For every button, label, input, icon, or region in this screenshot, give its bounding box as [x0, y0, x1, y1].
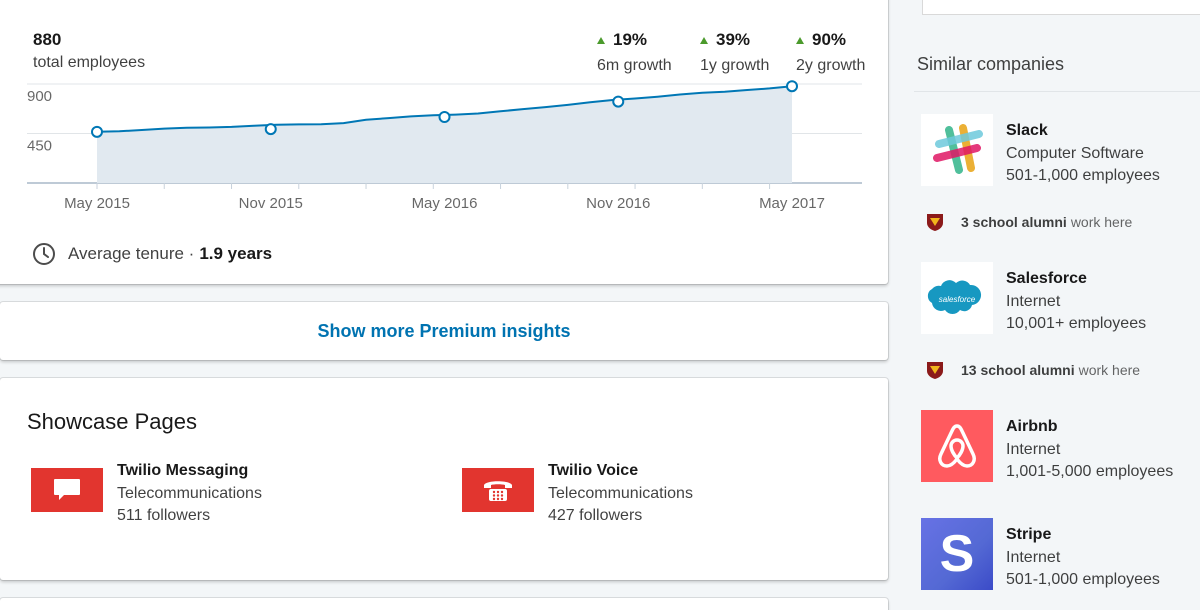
slack-logo[interactable] [921, 114, 993, 186]
chart-x-labels: May 2015 Nov 2015 May 2016 Nov 2016 May 2017 [64, 195, 825, 212]
alumni-suffix: work here [1078, 362, 1141, 378]
growth-2y-value: 90% [812, 30, 847, 49]
chart-points [91, 80, 798, 138]
showcase-pages-card [0, 378, 888, 580]
salesforce-logo[interactable]: salesforce [921, 262, 993, 334]
growth-6m: 19% 6m growth [597, 30, 672, 75]
company-airbnb[interactable]: Airbnb Internet 1,001-5,000 employees [921, 410, 1173, 484]
divider [914, 91, 1200, 92]
company-stripe[interactable]: S Stripe Internet 501-1,000 employees [921, 518, 1160, 592]
showcase-pages-title: Showcase Pages [27, 409, 197, 434]
total-employees-count: 880 [33, 30, 62, 49]
showcase-item-industry: Telecommunications [548, 484, 693, 502]
x-tick-label: Nov 2016 [586, 195, 650, 212]
tenure-label: Average tenure · [68, 244, 195, 263]
right-rail-top-card [922, 0, 1200, 15]
up-arrow-icon [597, 36, 605, 44]
company-slack[interactable]: Slack Computer Software 501-1,000 employ… [921, 114, 1160, 188]
average-tenure: Average tenure · 1.9 years [32, 242, 272, 266]
showcase-item-industry: Telecommunications [117, 484, 262, 502]
premium-insights-card: Show more Premium insights [0, 302, 888, 360]
school-crest-icon [927, 214, 943, 231]
growth-6m-value: 19% [613, 30, 648, 49]
company-size: 10,001+ employees [1006, 315, 1147, 332]
chart-y-labels: 900 450 [27, 88, 52, 155]
next-section-card [0, 598, 888, 610]
airbnb-logo[interactable] [921, 410, 993, 482]
chart-point[interactable] [264, 123, 277, 136]
company-industry: Computer Software [1006, 144, 1144, 162]
stripe-logo[interactable]: S [921, 518, 993, 590]
chat-icon [31, 468, 103, 512]
chart-point[interactable] [612, 95, 625, 108]
growth-1y-label: 1y growth [700, 57, 770, 74]
alumni-suffix: work here [1070, 214, 1133, 230]
alumni-count: 13 school alumni [961, 362, 1075, 378]
phone-icon [462, 468, 534, 512]
stripe-logo-letter: S [939, 525, 975, 583]
showcase-item-twilio-voice[interactable]: Twilio Voice Telecommunications 427 foll… [462, 460, 693, 528]
up-arrow-icon [700, 36, 708, 44]
total-employees-label: total employees [33, 54, 146, 71]
chart-point[interactable] [786, 80, 798, 93]
chart-x-ticks [96, 183, 771, 189]
company-industry: Internet [1006, 292, 1061, 310]
chart-area-fill [97, 86, 792, 183]
y-tick-label: 450 [27, 138, 52, 155]
tenure-value: 1.9 years [199, 244, 273, 263]
x-tick-label: May 2015 [64, 195, 130, 212]
company-industry: Internet [1006, 548, 1061, 566]
show-more-premium-insights-link[interactable]: Show more Premium insights [317, 320, 571, 341]
showcase-item-followers: 427 followers [548, 507, 643, 524]
x-tick-label: Nov 2015 [239, 195, 303, 212]
growth-1y: 39% 1y growth [700, 30, 769, 75]
showcase-item-twilio-messaging[interactable]: Twilio Messaging Telecommunications 511 … [31, 460, 262, 528]
showcase-item-name[interactable]: Twilio Messaging [117, 462, 249, 479]
school-alumni-row[interactable]: 13 school alumni work here [925, 360, 1140, 380]
growth-6m-label: 6m growth [597, 57, 672, 74]
company-name[interactable]: Salesforce [1006, 270, 1087, 287]
up-arrow-icon [796, 36, 804, 44]
school-crest-icon [927, 362, 943, 379]
company-name[interactable]: Stripe [1006, 526, 1052, 543]
chart-point[interactable] [438, 111, 451, 123]
school-alumni-row[interactable]: 3 school alumni work here [925, 212, 1132, 232]
salesforce-logo-text: salesforce [939, 295, 976, 304]
company-size: 501-1,000 employees [1006, 167, 1160, 184]
showcase-item-name[interactable]: Twilio Voice [548, 462, 639, 479]
growth-2y-label: 2y growth [796, 57, 866, 74]
company-name[interactable]: Airbnb [1006, 418, 1058, 435]
alumni-count: 3 school alumni [961, 214, 1067, 230]
company-name[interactable]: Slack [1006, 122, 1048, 139]
similar-companies-title: Similar companies [917, 54, 1065, 74]
company-industry: Internet [1006, 440, 1061, 458]
chart-point[interactable] [91, 125, 103, 138]
growth-2y: 90% 2y growth [796, 30, 865, 75]
company-size: 1,001-5,000 employees [1006, 463, 1174, 480]
x-tick-label: May 2016 [412, 195, 478, 212]
growth-1y-value: 39% [716, 30, 751, 49]
clock-icon [33, 243, 55, 265]
showcase-item-followers: 511 followers [117, 507, 211, 524]
company-salesforce[interactable]: salesforce Salesforce Internet 10,001+ e… [921, 262, 1146, 336]
company-size: 501-1,000 employees [1006, 571, 1160, 588]
x-tick-label: May 2017 [759, 195, 825, 212]
y-tick-label: 900 [27, 88, 52, 105]
